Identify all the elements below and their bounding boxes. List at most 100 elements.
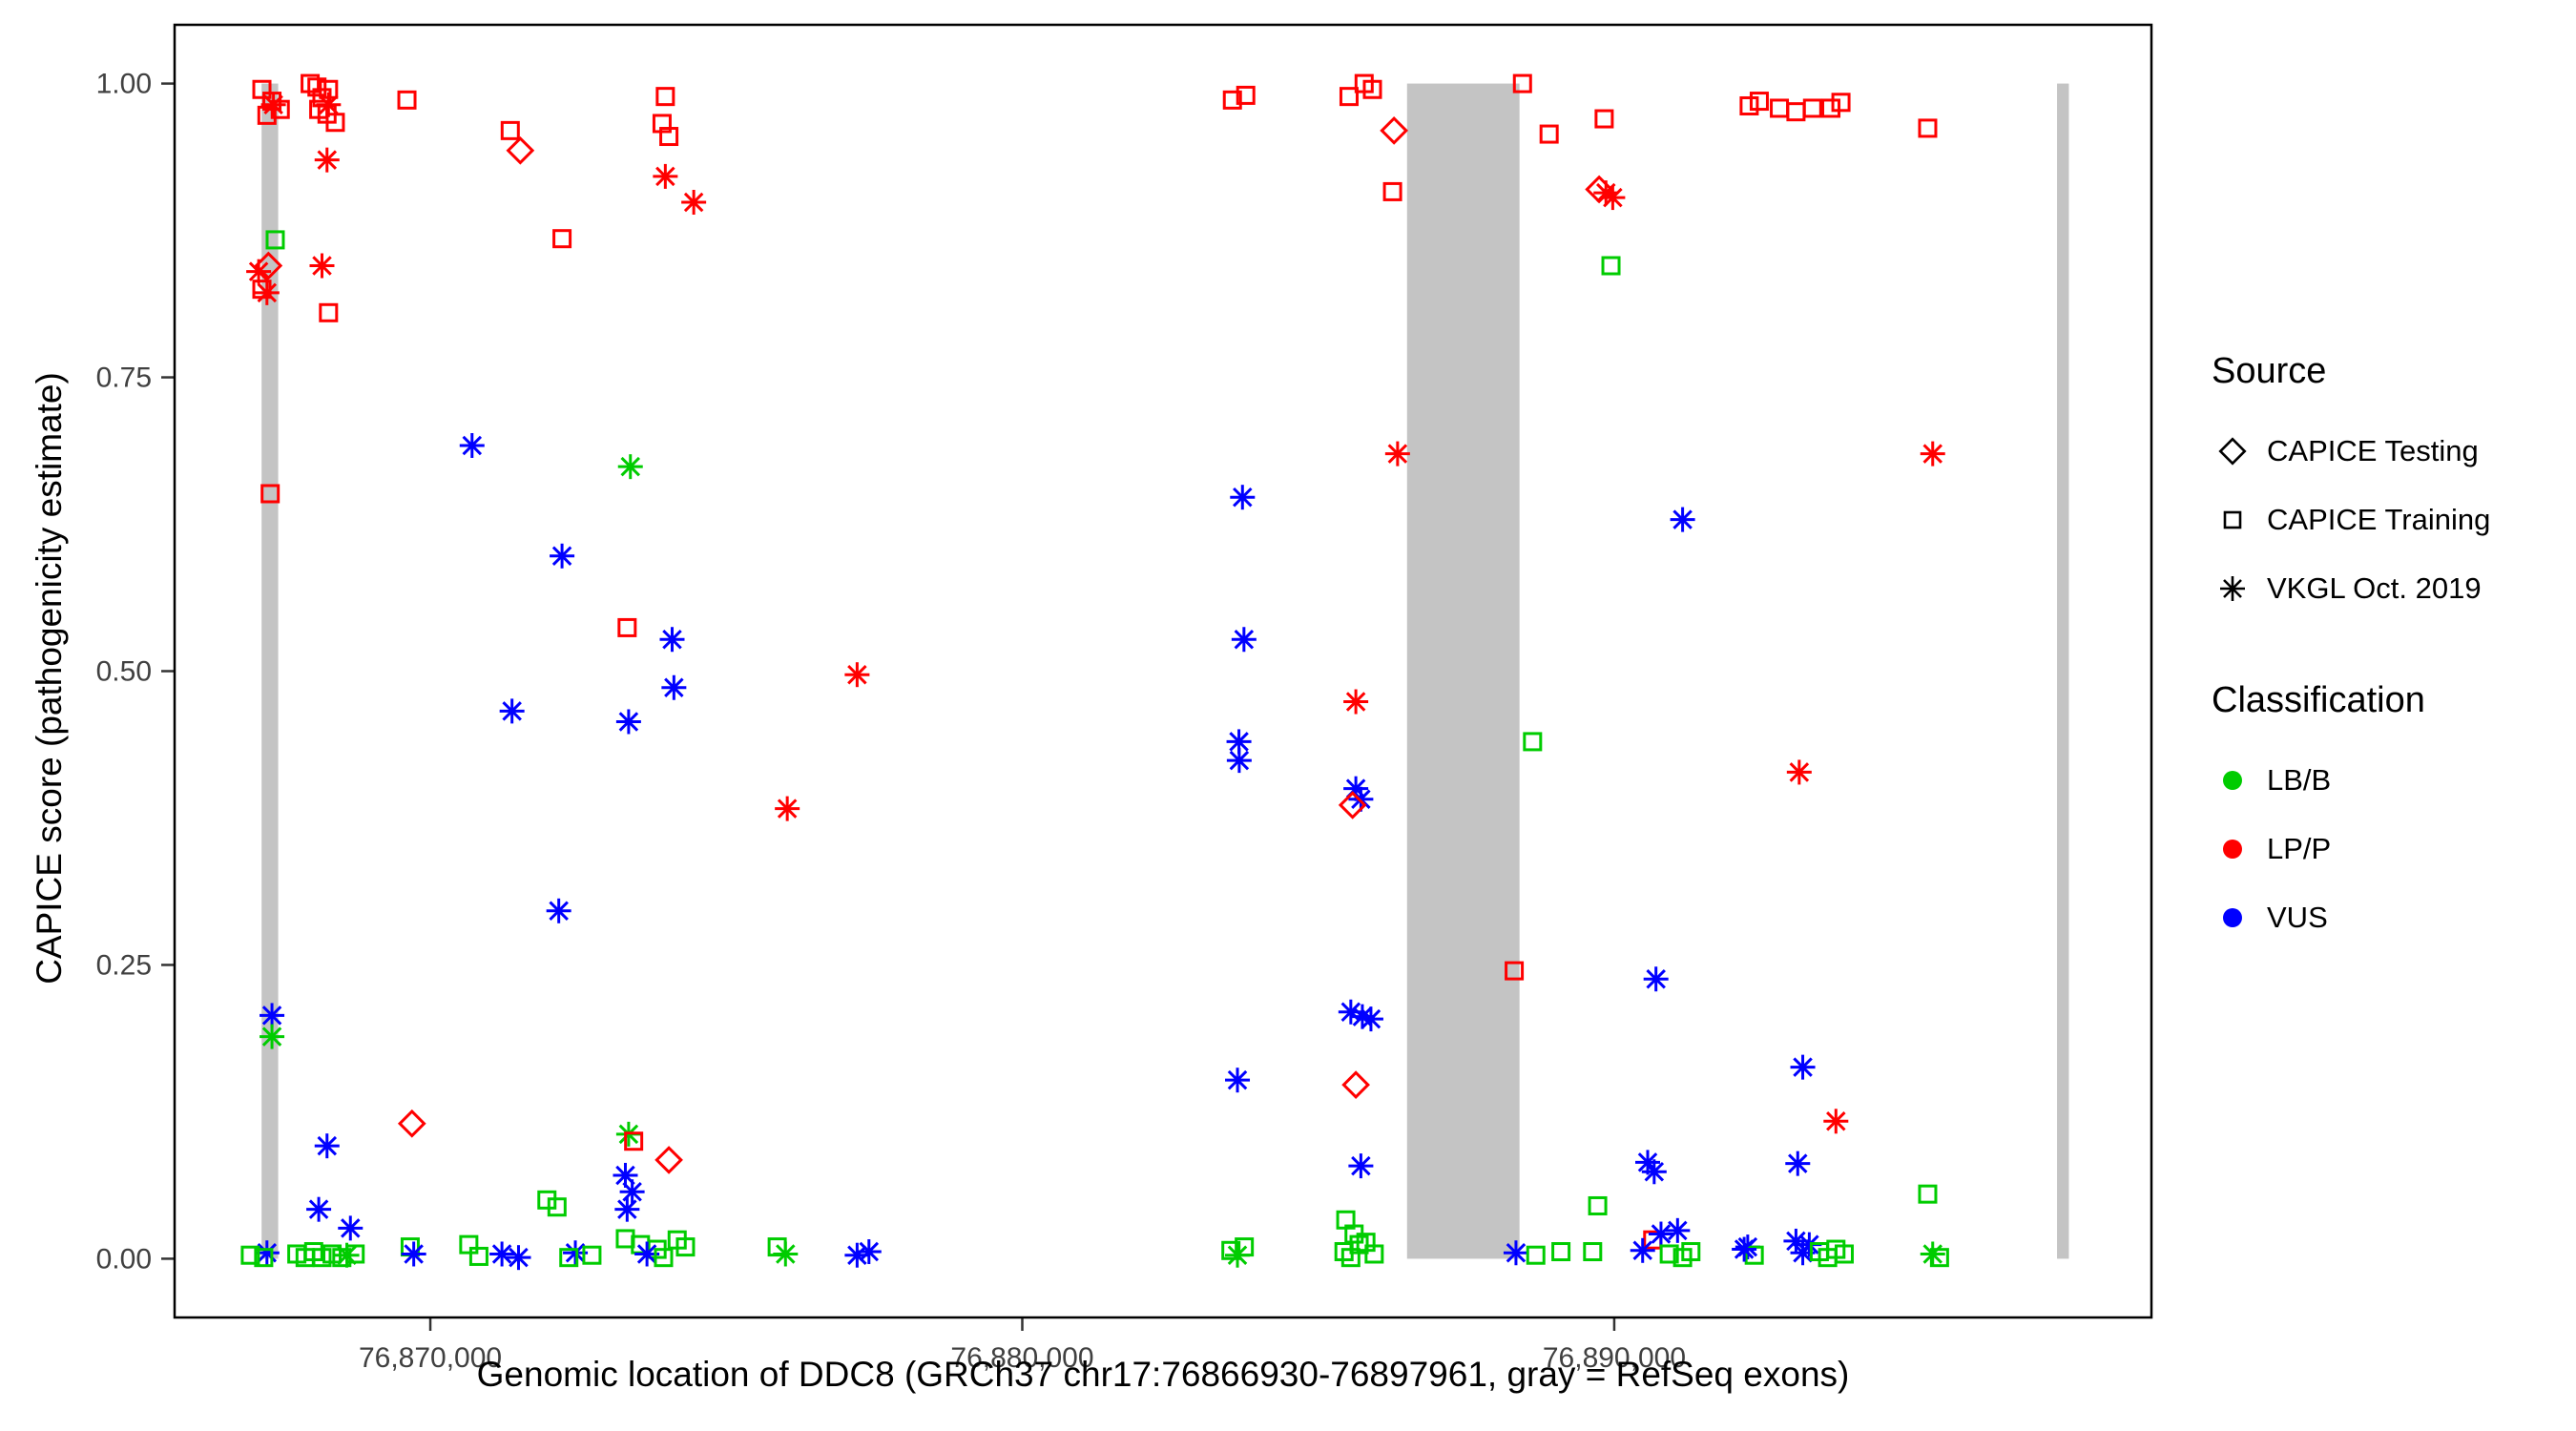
exon-band <box>261 83 279 1259</box>
y-tick-label: 1.00 <box>96 69 152 100</box>
data-point <box>1600 185 1626 211</box>
legend-item-lbb: LB/B <box>2212 746 2574 815</box>
data-point <box>1659 1244 1679 1264</box>
data-point <box>1643 966 1669 992</box>
data-point <box>1739 95 1759 115</box>
data-point <box>1790 1054 1816 1080</box>
data-point <box>1918 1184 1938 1204</box>
data-point <box>1512 73 1532 93</box>
data-point <box>1503 1240 1528 1266</box>
legend-item-capice-training: CAPICE Training <box>2212 486 2574 554</box>
y-tick-label: 0.25 <box>96 949 152 981</box>
data-point <box>1770 98 1790 118</box>
data-point <box>265 230 285 250</box>
data-point <box>506 1245 531 1271</box>
y-axis-title: CAPICE score (pathogenicity estimate) <box>30 372 69 985</box>
data-point <box>314 147 340 173</box>
data-point <box>397 1109 426 1138</box>
data-point <box>319 302 339 322</box>
blue-dot-icon <box>2223 908 2242 927</box>
data-point <box>316 92 342 117</box>
data-point <box>1380 116 1408 145</box>
data-point <box>1749 92 1769 112</box>
data-point <box>397 90 417 110</box>
data-point <box>546 898 571 923</box>
data-point <box>338 1215 364 1241</box>
data-point <box>1551 1242 1571 1262</box>
data-point <box>1235 1237 1255 1257</box>
data-point <box>1802 98 1822 118</box>
legend-item-lpp: LP/P <box>2212 815 2574 883</box>
data-point <box>1648 1221 1673 1247</box>
data-point <box>1339 87 1359 107</box>
data-point <box>1588 1195 1608 1215</box>
data-point <box>653 163 678 189</box>
data-point <box>1823 1109 1849 1134</box>
data-point <box>547 1197 567 1217</box>
y-tick-label: 0.00 <box>96 1243 152 1275</box>
data-point <box>550 543 575 569</box>
y-tick-label: 0.50 <box>96 656 152 688</box>
legend-label: CAPICE Training <box>2267 503 2491 536</box>
data-point <box>1384 441 1410 467</box>
legend-classification-title: Classification <box>2212 680 2425 720</box>
data-point <box>1593 180 1619 206</box>
asterisk-icon <box>2220 576 2245 601</box>
data-point <box>468 1246 488 1266</box>
data-point <box>270 99 290 119</box>
data-point <box>246 259 272 284</box>
data-point <box>844 662 870 688</box>
data-point <box>252 79 272 99</box>
data-point <box>773 1241 799 1267</box>
y-tick-label: 0.75 <box>96 363 152 394</box>
legend-item-capice-testing: CAPICE Testing <box>2212 417 2574 486</box>
data-point <box>1231 627 1257 653</box>
data-point <box>1338 791 1367 819</box>
data-point <box>1583 1242 1603 1262</box>
data-point <box>1523 732 1543 752</box>
legend: Source CAPICE Testing CAPICE Training <box>2212 351 2574 1009</box>
data-point <box>1382 181 1402 201</box>
data-point <box>254 1248 274 1268</box>
data-point <box>1785 1151 1811 1176</box>
data-point <box>552 229 572 249</box>
data-point <box>624 1131 644 1151</box>
exon-band <box>1406 83 1520 1259</box>
data-point <box>1834 1244 1854 1264</box>
data-point <box>1920 441 1945 467</box>
legend-label: CAPICE Testing <box>2267 434 2479 467</box>
data-point <box>260 1003 285 1028</box>
data-point <box>559 1248 579 1268</box>
data-point <box>306 1196 332 1222</box>
data-point <box>1226 748 1252 774</box>
data-point <box>1929 1248 1949 1268</box>
data-point <box>257 105 277 125</box>
data-point <box>1630 1237 1655 1263</box>
data-point <box>489 1241 515 1267</box>
data-point <box>614 1196 640 1222</box>
data-point <box>1665 1217 1691 1243</box>
data-point <box>312 1248 332 1268</box>
data-point <box>655 87 675 107</box>
data-point <box>314 1133 340 1159</box>
x-axis-title: Genomic location of DDC8 (GRCh37 chr17:7… <box>476 1355 1850 1394</box>
legend-item-vus: VUS <box>2212 883 2574 952</box>
data-point <box>1786 102 1806 122</box>
legend-label: VUS <box>2267 901 2328 934</box>
data-point <box>675 1237 696 1257</box>
data-point <box>1349 1234 1369 1255</box>
data-point <box>1236 85 1256 105</box>
exon-band <box>2057 83 2069 1259</box>
data-point <box>325 113 345 133</box>
data-point <box>582 1245 602 1265</box>
data-point <box>1744 1245 1764 1265</box>
data-point <box>1601 256 1621 276</box>
data-point <box>1341 1070 1370 1099</box>
red-dot-icon <box>2223 840 2242 859</box>
data-point <box>1221 1240 1241 1260</box>
legend-source-title: Source <box>2212 351 2327 391</box>
data-point <box>499 698 525 724</box>
data-point <box>1358 1006 1383 1032</box>
